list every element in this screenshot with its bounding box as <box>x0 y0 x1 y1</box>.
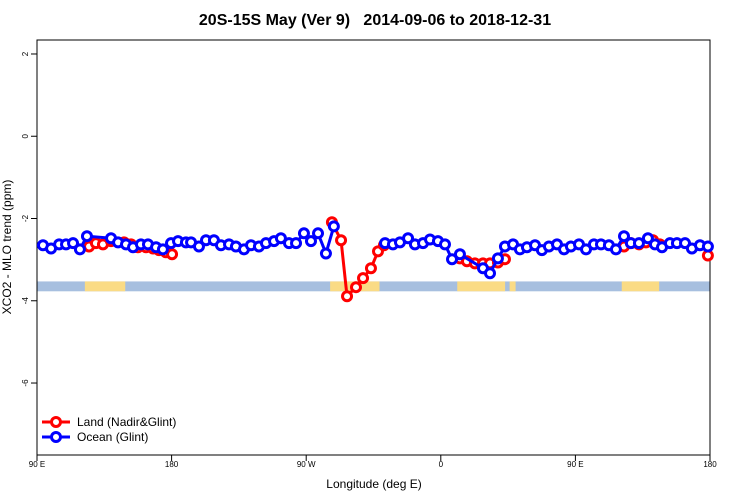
data-point <box>609 243 622 256</box>
land-strip <box>457 281 506 292</box>
x-tick-label: 0 <box>439 460 444 469</box>
y-tick-label: -2 <box>21 214 30 222</box>
data-point <box>274 232 287 245</box>
legend-marker <box>50 431 62 443</box>
x-axis-label: Longitude (deg E) <box>326 477 421 491</box>
data-point <box>402 232 415 245</box>
data-point <box>484 267 497 280</box>
data-point <box>192 240 205 253</box>
land-strip <box>509 281 516 292</box>
data-point <box>290 237 303 250</box>
land-strip <box>84 281 126 292</box>
chart-title: 20S-15S May (Ver 9) 2014-09-06 to 2018-1… <box>199 12 551 29</box>
y-tick-label: -6 <box>21 379 30 387</box>
x-tick-label: 180 <box>703 460 717 469</box>
y-tick-label: -4 <box>21 297 30 305</box>
data-point <box>304 235 317 248</box>
data-point <box>80 230 93 243</box>
data-point <box>446 253 459 266</box>
data-point <box>166 248 179 261</box>
data-point <box>327 220 340 233</box>
data-point <box>364 262 377 275</box>
series <box>36 220 714 280</box>
data-point <box>438 238 451 251</box>
data-point <box>297 227 310 240</box>
data-point <box>319 247 332 260</box>
data-point <box>156 243 169 256</box>
y-axis-label: XCO2 - MLO trend (ppm) <box>0 180 14 315</box>
data-point <box>357 272 370 285</box>
data-point <box>341 290 354 303</box>
x-tick-label: 90 E <box>567 460 583 469</box>
data-point <box>73 243 86 256</box>
data-point <box>580 243 593 256</box>
data-point <box>335 234 348 247</box>
y-tick-label: 0 <box>21 133 30 138</box>
x-tick-label: 180 <box>165 460 179 469</box>
legend-label: Land (Nadir&Glint) <box>77 415 176 429</box>
legend-marker <box>50 416 62 428</box>
x-tick-label: 90 W <box>297 460 316 469</box>
data-point <box>453 248 466 261</box>
data-point <box>312 227 325 240</box>
data-point <box>350 281 363 294</box>
land-strip <box>621 281 660 292</box>
data-point <box>618 230 631 243</box>
data-point <box>491 252 504 265</box>
x-tick-label: 90 E <box>29 460 45 469</box>
data-point <box>701 240 714 253</box>
legend-label: Ocean (Glint) <box>77 430 148 444</box>
data-point <box>67 237 80 250</box>
data-point <box>641 232 654 245</box>
data-point <box>632 237 645 250</box>
y-tick-label: 2 <box>21 51 30 56</box>
